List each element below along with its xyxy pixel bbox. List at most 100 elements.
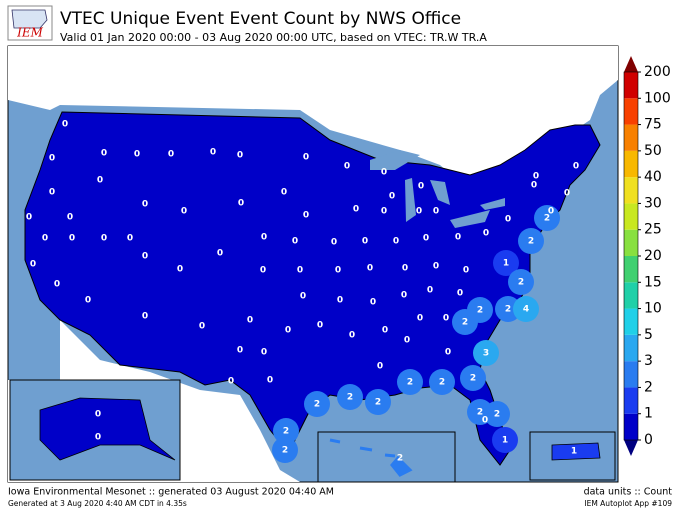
office-count: 0 [382, 326, 388, 336]
office-count: 0 [26, 213, 32, 223]
office-count: 0 [297, 266, 303, 276]
subtitle: Valid 01 Jan 2020 00:00 - 03 Aug 2020 00… [60, 31, 487, 44]
office-patch [513, 296, 539, 322]
colorbar-segment [624, 308, 638, 335]
colorbar-segment [624, 334, 638, 362]
office-count: 0 [238, 199, 244, 209]
colorbar-tick-label: 25 [644, 222, 662, 238]
colorbar-tick-label: 50 [644, 143, 662, 159]
office-count: 0 [181, 207, 187, 217]
puerto-rico [551, 442, 601, 461]
office-patch [304, 391, 330, 417]
office-count: 0 [370, 298, 376, 308]
office-count: 0 [416, 207, 422, 217]
colorbar-segment [624, 203, 638, 230]
office-count: 0 [142, 200, 148, 210]
colorbar-tick-label: 1 [644, 406, 653, 422]
office-count: 0 [427, 286, 433, 296]
colorbar-under [624, 440, 638, 456]
colorbar-tick-label: 75 [644, 117, 662, 133]
office-count: 1 [503, 259, 509, 269]
office-count: 0 [142, 252, 148, 262]
logo-shape [11, 9, 48, 29]
office-count: 0 [95, 433, 101, 443]
office-count: 0 [457, 289, 463, 299]
office-count: 0 [362, 237, 368, 247]
footer-left: Iowa Environmental Mesonet :: generated … [8, 487, 334, 498]
office-count: 4 [523, 305, 529, 315]
office-count: 0 [237, 151, 243, 161]
office-count: 0 [285, 326, 291, 336]
office-count: 0 [69, 234, 75, 244]
colorbar-segment [624, 150, 638, 178]
office-count: 2 [314, 400, 320, 410]
colorbar-segment [624, 361, 638, 388]
office-count: 2 [544, 214, 550, 224]
hawaii-inset [317, 431, 456, 483]
office-patch [429, 369, 455, 395]
office-count: 0 [433, 207, 439, 217]
office-count: 0 [353, 205, 359, 215]
office-count: 2 [375, 398, 381, 408]
office-count: 0 [331, 238, 337, 248]
office-patch [518, 228, 544, 254]
office-count: 0 [533, 172, 539, 182]
office-count: 0 [267, 376, 273, 386]
office-count: 2 [282, 446, 288, 456]
office-count: 0 [210, 148, 216, 158]
office-count: 2 [347, 393, 353, 403]
canada [8, 46, 618, 200]
office-count: 0 [344, 162, 350, 172]
office-count: 0 [482, 416, 488, 426]
office-count: 0 [317, 321, 323, 331]
office-count: 0 [30, 260, 36, 270]
colorbar-tick-label: 0 [644, 432, 653, 448]
office-patch [495, 296, 521, 322]
colorbar-tick-label: 10 [644, 301, 662, 317]
logo-text: IEM [16, 26, 44, 40]
colorbar-segment [624, 413, 638, 440]
office-count: 0 [455, 233, 461, 243]
office-count: 0 [548, 207, 554, 217]
office-count: 2 [494, 410, 500, 420]
office-patch [397, 369, 423, 395]
office-patch [452, 309, 478, 335]
office-patch [493, 250, 519, 276]
office-count: 0 [564, 189, 570, 199]
office-count: 1 [502, 436, 508, 446]
colorbar-segment [624, 282, 638, 309]
office-count: 0 [127, 234, 133, 244]
office-count: 2 [470, 374, 476, 384]
office-count: 0 [401, 291, 407, 301]
office-count: 0 [62, 120, 68, 130]
office-patch [534, 205, 560, 231]
office-count: 0 [404, 336, 410, 346]
office-patch [460, 365, 486, 391]
office-patch [473, 340, 499, 366]
office-count: 0 [49, 154, 55, 164]
office-count: 0 [261, 233, 267, 243]
colorbar-over [624, 56, 638, 72]
colorbar-segment [624, 229, 638, 256]
office-count: 1 [571, 447, 577, 457]
office-count: 0 [42, 234, 48, 244]
office-count: 0 [177, 265, 183, 275]
office-count: 0 [303, 153, 309, 163]
colorbar-tick-label: 100 [644, 90, 671, 106]
office-patch [365, 389, 391, 415]
colorbar-tick-label: 3 [644, 353, 653, 369]
office-count: 0 [381, 168, 387, 178]
colorbar-tick-label: 2 [644, 379, 653, 395]
colorbar-segment [624, 256, 638, 283]
footer-app: IEM Autoplot App #109 [584, 499, 672, 508]
office-count: 0 [393, 237, 399, 247]
office-count: 0 [142, 312, 148, 322]
colorbar-segment [624, 72, 638, 99]
office-count: 3 [483, 349, 489, 359]
office-count: 2 [397, 454, 403, 464]
office-count: 0 [402, 264, 408, 274]
office-count: 2 [505, 305, 511, 315]
colorbar-segment [624, 98, 638, 125]
office-count: 2 [528, 237, 534, 247]
